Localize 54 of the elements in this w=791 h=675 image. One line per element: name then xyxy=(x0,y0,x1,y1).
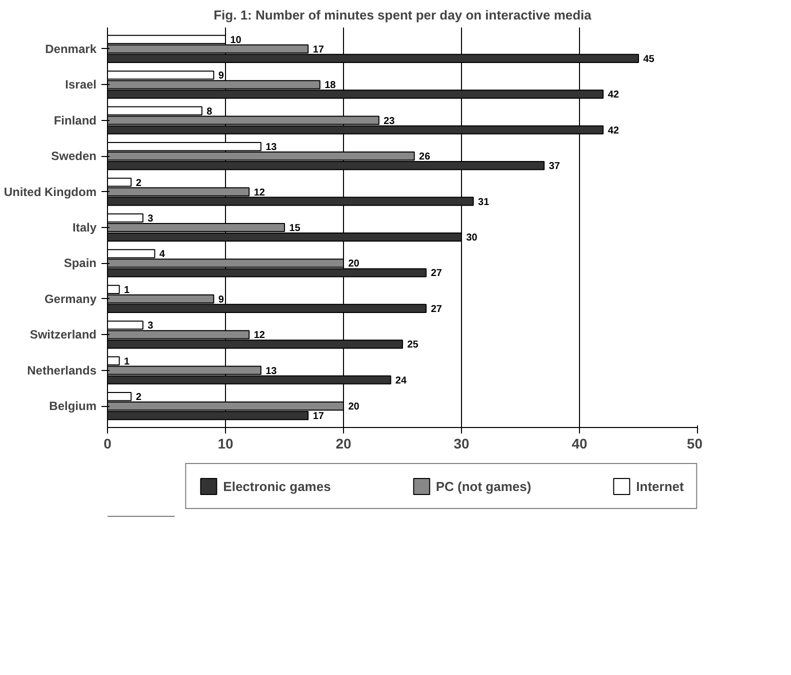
data-label: 20 xyxy=(348,258,360,270)
x-tick-label: 0 xyxy=(104,436,112,452)
y-tick-label: Switzerland xyxy=(30,328,97,342)
data-label: 12 xyxy=(254,330,266,342)
data-label: 27 xyxy=(430,268,442,280)
data-label: 13 xyxy=(266,366,278,377)
data-label: 12 xyxy=(254,187,266,198)
data-label: 9 xyxy=(218,70,224,82)
data-label: 10 xyxy=(230,34,242,46)
legend-label: Electronic games xyxy=(223,478,331,494)
data-label: 26 xyxy=(419,152,431,163)
data-label: 4 xyxy=(159,249,166,260)
data-label: 9 xyxy=(218,294,224,306)
data-label: 31 xyxy=(478,196,490,208)
data-label: 17 xyxy=(312,44,324,56)
x-tick-label: 20 xyxy=(336,436,352,452)
data-label: 2 xyxy=(136,392,142,404)
data-label: 27 xyxy=(430,304,442,315)
y-tick-label: Netherlands xyxy=(27,363,97,378)
x-tick-label: 30 xyxy=(454,436,470,452)
y-tick-label: Italy xyxy=(72,220,97,234)
data-label: 3 xyxy=(148,213,154,224)
y-tick-label: Denmark xyxy=(45,42,97,56)
data-label: 8 xyxy=(206,106,213,118)
data-label: 3 xyxy=(148,320,154,332)
data-label: 20 xyxy=(348,402,360,413)
y-tick-label: Sweden xyxy=(51,149,97,164)
data-label: 37 xyxy=(548,161,560,172)
data-label: 42 xyxy=(608,90,620,101)
data-label: 30 xyxy=(466,232,478,244)
y-tick-label: Finland xyxy=(54,113,97,128)
data-label: 45 xyxy=(643,54,655,65)
x-tick-label: 10 xyxy=(218,436,234,452)
chart-title: Fig. 1: Number of minutes spent per day on interactive media xyxy=(214,8,592,22)
y-tick-label: Germany xyxy=(44,292,97,306)
legend-label: Internet xyxy=(636,478,684,494)
data-label: 24 xyxy=(395,375,407,386)
data-label: 42 xyxy=(608,125,620,136)
y-tick-label: Spain xyxy=(64,256,96,270)
data-label: 25 xyxy=(407,340,419,351)
data-label: 13 xyxy=(266,142,278,154)
legend-label: PC (not games) xyxy=(436,478,532,494)
x-tick-label: 40 xyxy=(572,436,588,452)
data-label: 2 xyxy=(136,178,142,189)
data-label: 1 xyxy=(124,356,130,368)
data-label: 15 xyxy=(289,223,301,234)
data-label: 18 xyxy=(324,80,336,92)
data-label: 23 xyxy=(384,116,396,127)
data-label: 17 xyxy=(312,411,324,422)
x-tick-label: 50 xyxy=(686,436,703,452)
y-tick-label: United Kingdom xyxy=(4,184,96,199)
y-tick-label: Israel xyxy=(65,78,96,92)
y-tick-label: Belgium xyxy=(49,399,97,414)
data-label: 1 xyxy=(124,284,130,296)
